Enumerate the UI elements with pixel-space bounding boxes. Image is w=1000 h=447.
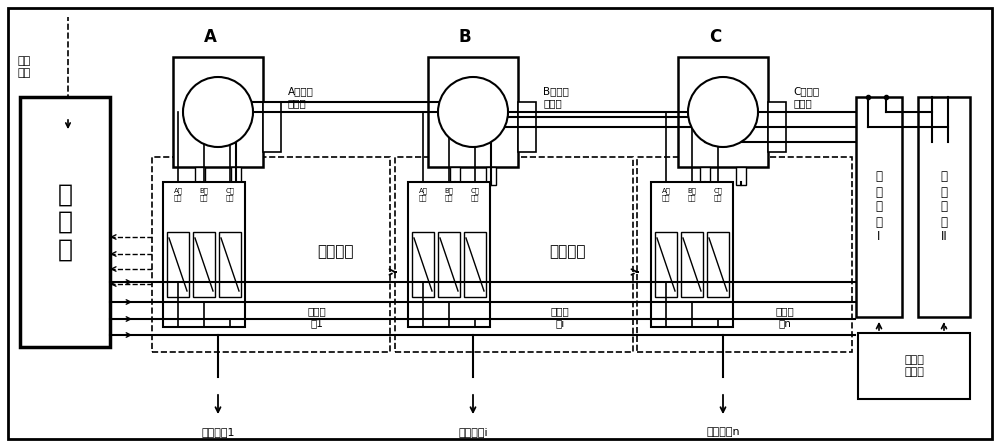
Bar — [678, 57, 768, 167]
Text: B相进线
接线柱: B相进线 接线柱 — [543, 86, 569, 108]
Bar — [173, 57, 263, 167]
Bar — [486, 167, 496, 185]
Text: 开关阵列: 开关阵列 — [549, 245, 585, 260]
Text: 配变
终端: 配变 终端 — [18, 56, 31, 78]
Bar — [231, 167, 241, 185]
Text: 开关阵列: 开关阵列 — [317, 245, 353, 260]
Text: 过
渡
回
路
I: 过 渡 回 路 I — [876, 170, 883, 244]
Bar — [637, 157, 852, 352]
Text: B相
开关: B相 开关 — [444, 187, 454, 201]
Bar — [736, 167, 746, 185]
Text: 过
渡
回
路
II: 过 渡 回 路 II — [940, 170, 948, 244]
Text: A相
开关: A相 开关 — [174, 187, 182, 201]
Text: 负荷出线1: 负荷出线1 — [201, 427, 235, 437]
Bar — [450, 167, 460, 185]
Text: A: A — [204, 28, 216, 46]
Text: 开关单
元1: 开关单 元1 — [308, 306, 326, 328]
Text: C相
开关: C相 开关 — [226, 187, 234, 201]
Bar — [438, 232, 460, 297]
Text: A相进线
接线柱: A相进线 接线柱 — [288, 86, 314, 108]
Text: 负荷出线i: 负荷出线i — [458, 427, 488, 437]
Bar — [167, 232, 189, 297]
Text: 开关单
元n: 开关单 元n — [776, 306, 794, 328]
Bar — [163, 182, 245, 327]
Circle shape — [688, 77, 758, 147]
Text: A相
开关: A相 开关 — [662, 187, 670, 201]
Text: 负荷选
择开关: 负荷选 择开关 — [904, 355, 924, 377]
Bar — [428, 57, 518, 167]
Bar — [856, 97, 902, 317]
Bar — [408, 182, 490, 327]
Bar — [768, 102, 786, 152]
Text: B: B — [459, 28, 471, 46]
Bar — [152, 157, 390, 352]
Circle shape — [438, 77, 508, 147]
Text: C相
开关: C相 开关 — [471, 187, 480, 201]
Text: 负荷出线n: 负荷出线n — [706, 427, 740, 437]
Bar — [193, 232, 215, 297]
Text: B相
开关: B相 开关 — [200, 187, 208, 201]
Bar — [464, 232, 486, 297]
Text: A相
开关: A相 开关 — [418, 187, 428, 201]
Text: C相进线
接线柱: C相进线 接线柱 — [793, 86, 819, 108]
Bar — [263, 102, 281, 152]
Circle shape — [183, 77, 253, 147]
Text: B相
开关: B相 开关 — [688, 187, 696, 201]
Bar — [412, 232, 434, 297]
Bar — [707, 232, 729, 297]
Bar — [219, 232, 241, 297]
Text: 开关单
元i: 开关单 元i — [551, 306, 569, 328]
Bar — [858, 333, 970, 399]
Bar — [918, 97, 970, 317]
Bar — [681, 232, 703, 297]
Bar — [195, 167, 205, 185]
Bar — [700, 167, 710, 185]
Text: C相
开关: C相 开关 — [714, 187, 722, 201]
Bar — [655, 232, 677, 297]
Text: C: C — [709, 28, 721, 46]
Text: 处
理
器: 处 理 器 — [58, 182, 72, 262]
Bar — [651, 182, 733, 327]
Bar — [20, 97, 110, 347]
Bar — [518, 102, 536, 152]
Bar — [395, 157, 633, 352]
